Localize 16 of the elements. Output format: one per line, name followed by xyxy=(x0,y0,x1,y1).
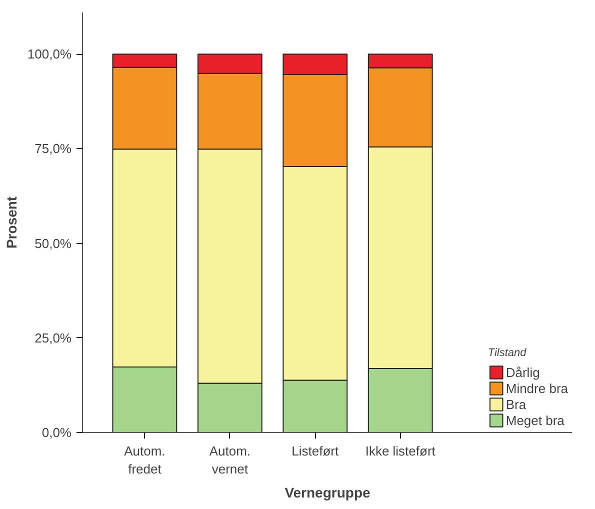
x-tick-label: Listeført xyxy=(292,444,340,458)
legend-label: Dårlig xyxy=(506,364,540,380)
y-tick-label: 100,0% xyxy=(27,46,72,62)
legend-label: Bra xyxy=(506,396,526,412)
y-axis-title: Prosent xyxy=(3,196,20,249)
x-axis-title: Vernegruppe xyxy=(284,484,371,500)
y-tick-label: 50,0% xyxy=(34,236,72,251)
x-tick-label: Ikke listeført xyxy=(365,444,436,458)
legend-label: Meget bra xyxy=(506,412,564,428)
x-tick-label: Autom. vernet xyxy=(209,444,251,476)
legend-label: Mindre bra xyxy=(506,380,568,396)
y-tick-label: 75,0% xyxy=(34,141,72,156)
legend-title: Tilstand xyxy=(488,347,528,359)
y-tick-label: 0,0% xyxy=(42,425,72,440)
y-tick-label: 25,0% xyxy=(34,330,72,346)
x-tick-label: Autom. fredet xyxy=(124,444,166,476)
